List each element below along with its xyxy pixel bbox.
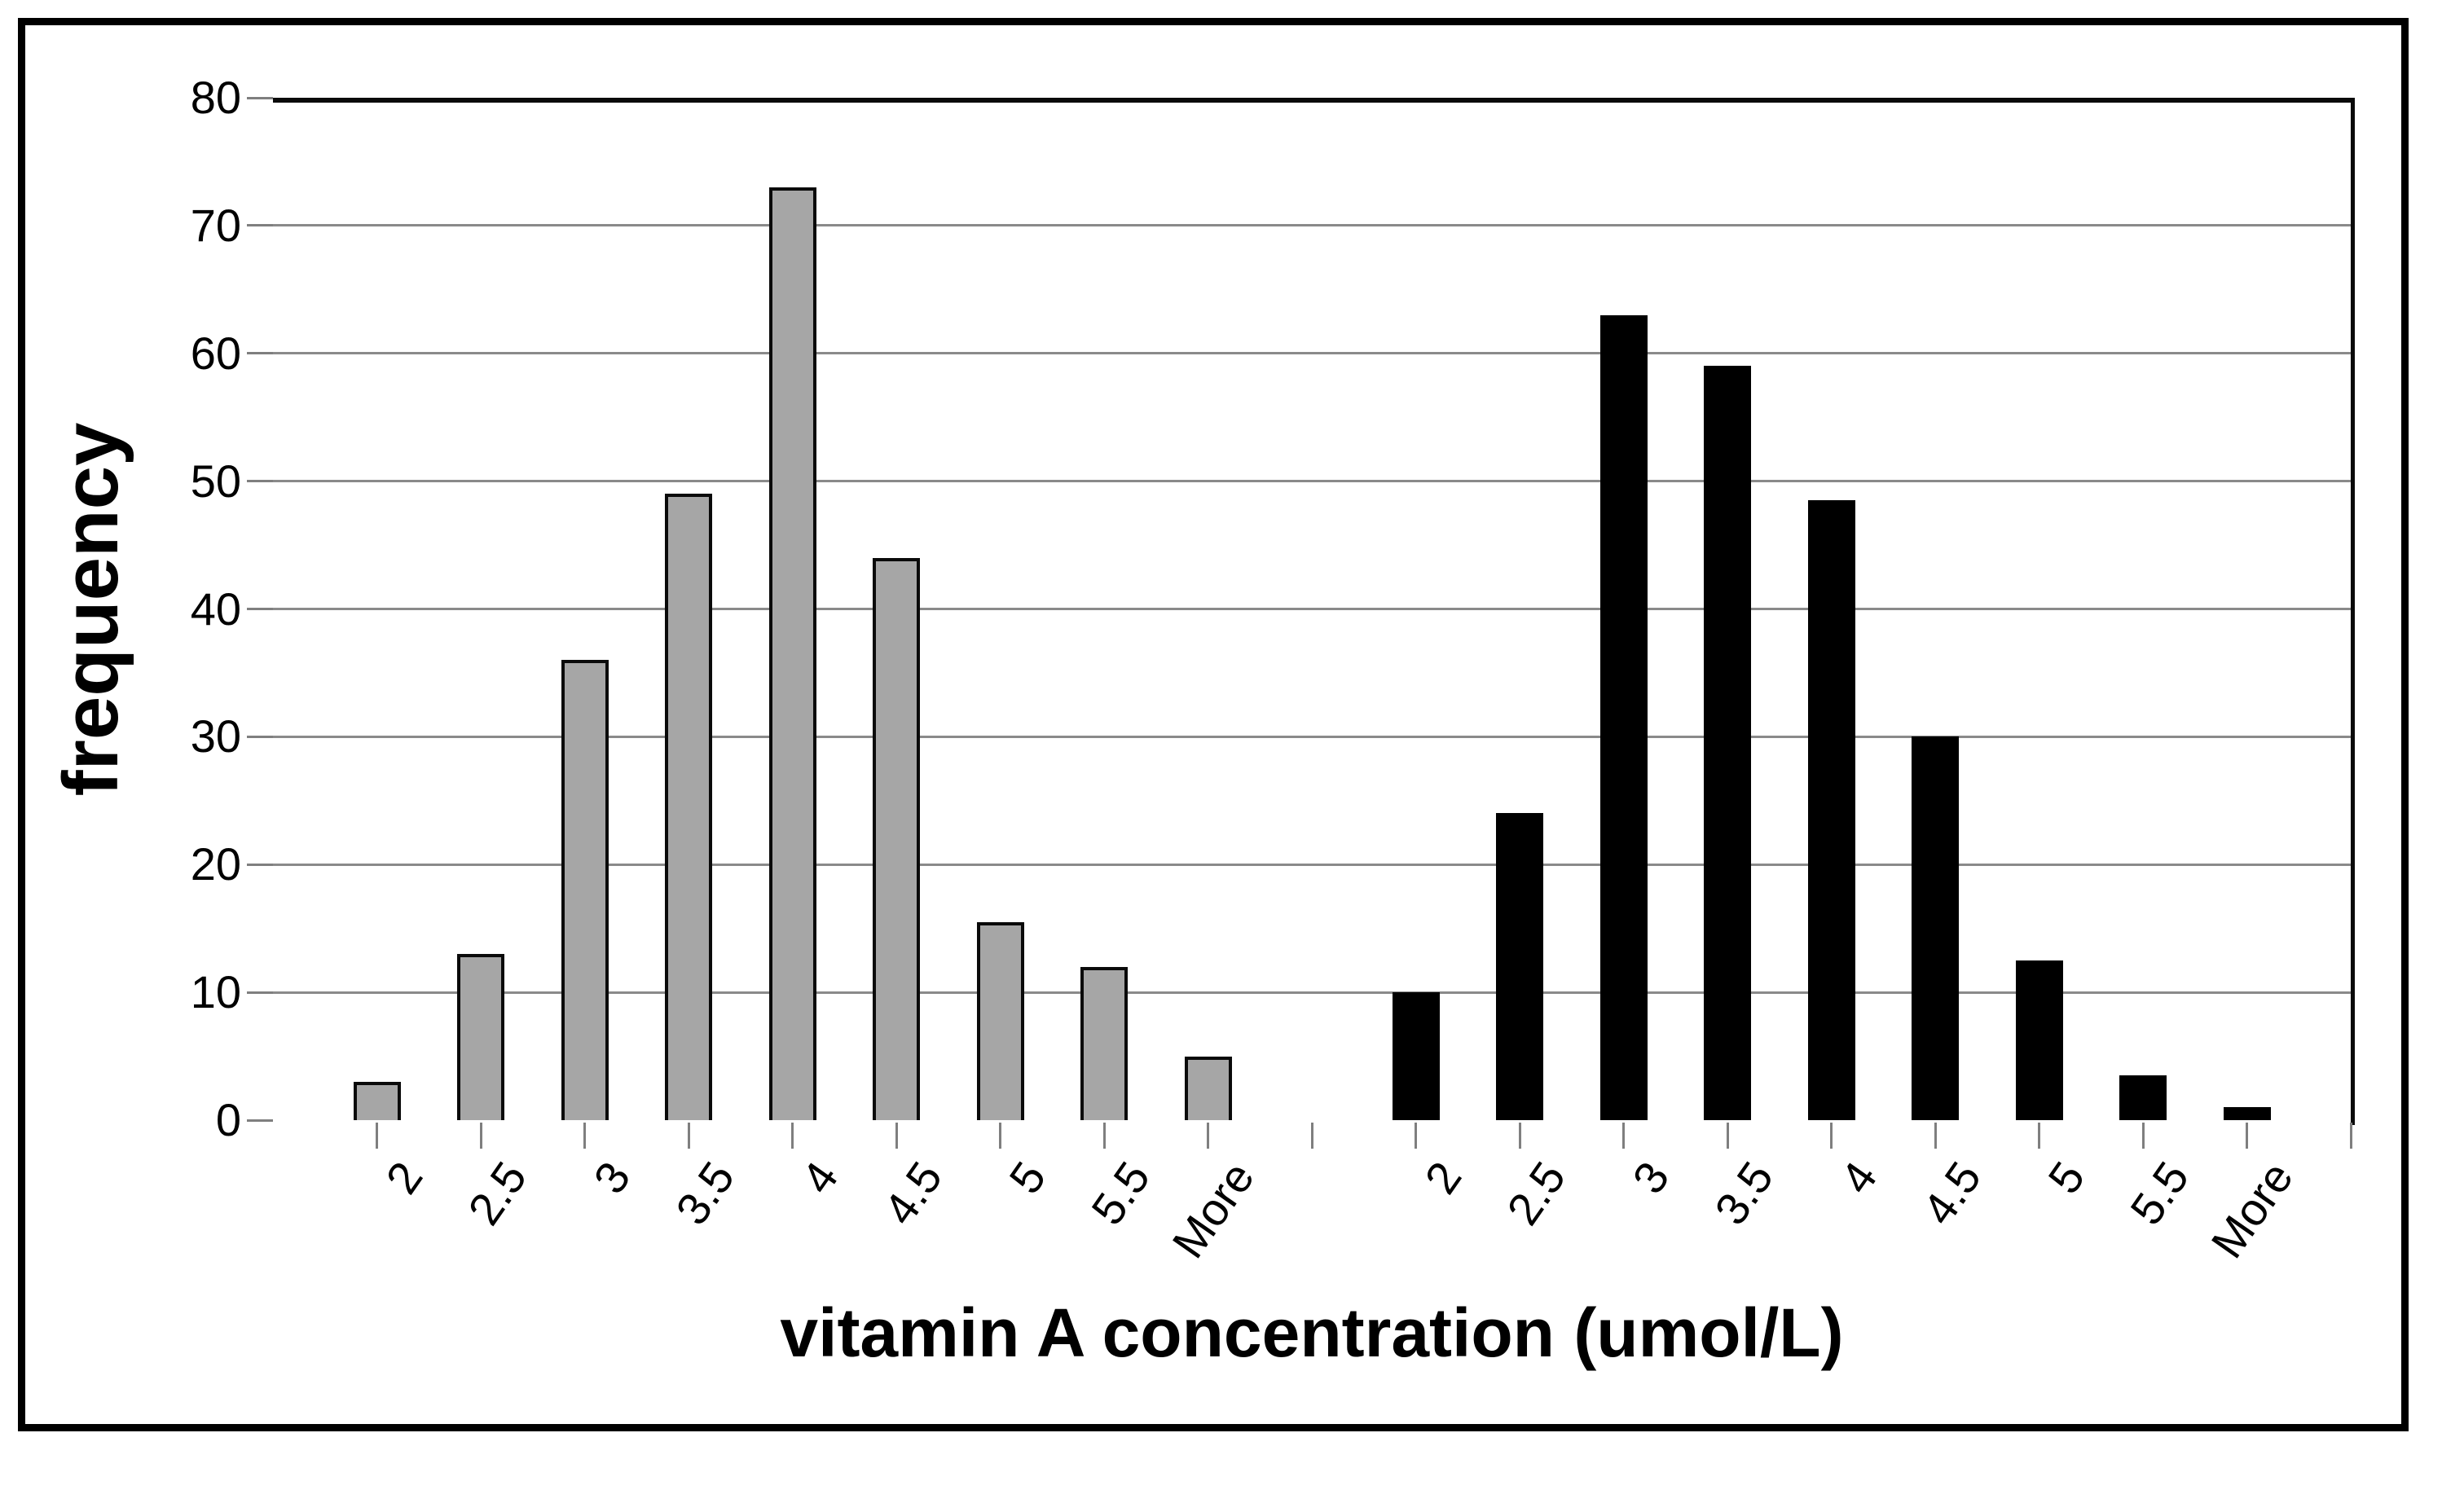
gridline-40 xyxy=(273,608,2351,610)
y-axis-tick-10 xyxy=(247,991,273,994)
bar-gray-group-5 xyxy=(977,922,1024,1120)
y-axis-tick-20 xyxy=(247,863,273,866)
x-axis-tick-19 xyxy=(2246,1123,2248,1149)
x-axis-tick-18 xyxy=(2141,1123,2145,1149)
bar-black-group-2 xyxy=(1393,992,1440,1120)
bar-black-group-More xyxy=(2224,1107,2271,1120)
x-axis-tick-1 xyxy=(376,1123,378,1149)
y-tick-label-80: 80 xyxy=(190,72,241,123)
x-axis-tick-5 xyxy=(791,1123,794,1149)
x-axis-tick-15 xyxy=(1830,1123,1833,1149)
y-tick-label-20: 20 xyxy=(190,838,241,890)
x-axis-tick-3 xyxy=(583,1123,586,1149)
y-tick-label-0: 0 xyxy=(215,1094,241,1145)
y-axis-tick-80 xyxy=(247,96,273,99)
x-axis-tick-12 xyxy=(1518,1123,1521,1149)
y-tick-label-50: 50 xyxy=(190,455,241,507)
bar-gray-group-More xyxy=(1185,1057,1232,1120)
gridline-10 xyxy=(273,991,2351,994)
bar-gray-group-3.5 xyxy=(665,494,712,1120)
bar-black-group-4.5 xyxy=(1912,736,1959,1120)
x-axis-tick-13 xyxy=(1622,1123,1625,1149)
gridline-30 xyxy=(273,735,2351,738)
y-axis-tick-70 xyxy=(247,224,273,227)
x-axis-tick-16 xyxy=(1934,1123,1937,1149)
x-axis-tick-20 xyxy=(2349,1123,2352,1149)
x-axis-tick-14 xyxy=(1726,1123,1729,1149)
bar-black-group-4 xyxy=(1808,500,1855,1120)
bar-black-group-3.5 xyxy=(1704,366,1751,1120)
bar-black-group-3 xyxy=(1600,315,1648,1120)
y-tick-label-60: 60 xyxy=(190,327,241,379)
x-axis-tick-17 xyxy=(2038,1123,2040,1149)
bar-gray-group-5.5 xyxy=(1080,967,1128,1120)
y-axis-tick-0 xyxy=(247,1119,273,1122)
y-axis-tick-50 xyxy=(247,480,273,483)
gridline-70 xyxy=(273,224,2351,227)
y-axis-tick-60 xyxy=(247,352,273,355)
x-axis-tick-9 xyxy=(1207,1123,1209,1149)
bar-gray-group-4.5 xyxy=(873,558,920,1120)
y-axis-tick-30 xyxy=(247,735,273,738)
y-tick-label-70: 70 xyxy=(190,199,241,251)
bar-gray-group-2 xyxy=(354,1082,401,1120)
x-axis-tick-4 xyxy=(687,1123,690,1149)
y-tick-label-10: 10 xyxy=(190,966,241,1018)
gridline-50 xyxy=(273,480,2351,483)
gridline-20 xyxy=(273,863,2351,866)
bar-gray-group-4 xyxy=(769,187,816,1120)
bar-black-group-5 xyxy=(2016,960,2063,1120)
bar-gray-group-2.5 xyxy=(457,954,504,1120)
figure-border xyxy=(18,18,2409,1431)
y-tick-label-40: 40 xyxy=(190,582,241,635)
bar-black-group-5.5 xyxy=(2119,1075,2167,1120)
x-axis-tick-2 xyxy=(479,1123,482,1149)
x-axis-tick-8 xyxy=(1102,1123,1106,1149)
x-axis-tick-10 xyxy=(1310,1123,1313,1149)
gridline-60 xyxy=(273,352,2351,355)
plot-area xyxy=(273,98,2355,1125)
x-axis-tick-6 xyxy=(895,1123,898,1149)
x-axis-tick-7 xyxy=(999,1123,1001,1149)
y-axis-tick-40 xyxy=(247,608,273,610)
y-axis-title: frequency xyxy=(47,422,134,797)
y-tick-label-30: 30 xyxy=(190,710,241,763)
x-axis-title: vitamin A concentration (umol/L) xyxy=(780,1294,1844,1371)
bar-gray-group-3 xyxy=(561,660,609,1120)
x-axis-tick-11 xyxy=(1415,1123,1417,1149)
bar-black-group-2.5 xyxy=(1496,813,1543,1120)
